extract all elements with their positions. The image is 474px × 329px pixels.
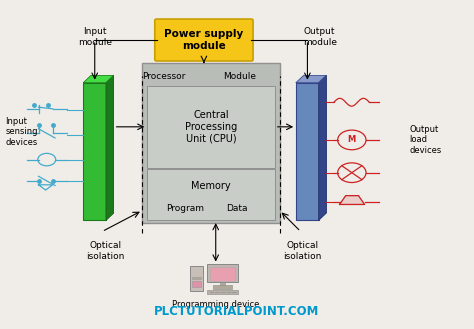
Bar (190, 266, 203, 291)
Bar (147, 86, 275, 168)
Text: Optical
isolation: Optical isolation (86, 241, 125, 261)
Bar (143, 63, 280, 223)
Bar (220, 282, 225, 286)
Text: Optical
isolation: Optical isolation (283, 241, 321, 261)
Bar (191, 281, 201, 287)
Text: M: M (348, 136, 356, 144)
Text: Memory: Memory (191, 181, 231, 191)
Bar (83, 83, 106, 220)
Text: Data: Data (226, 204, 247, 213)
Text: PLCTUTORIALPOINT.COM: PLCTUTORIALPOINT.COM (155, 306, 319, 318)
Bar (147, 169, 275, 220)
Bar (296, 83, 319, 220)
Text: Central
Processing
Unit (CPU): Central Processing Unit (CPU) (185, 110, 237, 143)
Polygon shape (319, 75, 326, 220)
Polygon shape (296, 75, 326, 83)
Text: Module: Module (223, 72, 256, 81)
Bar (213, 285, 232, 289)
Text: Output
load
devices: Output load devices (410, 125, 442, 155)
Polygon shape (83, 75, 114, 83)
FancyBboxPatch shape (155, 19, 253, 61)
Text: Power supply
module: Power supply module (164, 29, 244, 51)
Text: Output
module: Output module (303, 27, 337, 47)
Text: Input
module: Input module (78, 27, 112, 47)
Text: Processor: Processor (142, 72, 185, 81)
Polygon shape (106, 75, 114, 220)
Polygon shape (339, 196, 365, 204)
Bar (207, 290, 238, 294)
Text: Programming device: Programming device (172, 300, 259, 310)
Text: Input
sensing
devices: Input sensing devices (5, 117, 38, 147)
Bar (191, 277, 201, 279)
Text: Program: Program (166, 204, 204, 213)
Bar (210, 267, 235, 281)
Bar (207, 265, 238, 282)
